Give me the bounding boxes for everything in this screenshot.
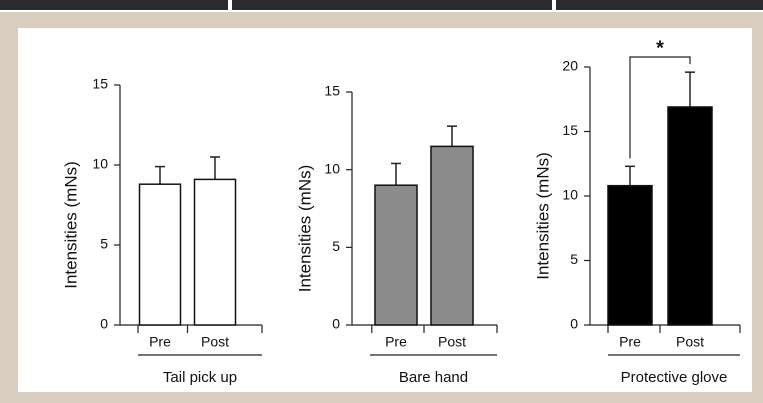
x-tick-label: Post [438,334,466,350]
y-tick-label: 0 [570,316,578,332]
bar [375,185,417,325]
group-label: Tail pick up [163,369,237,386]
group-label: Protective glove [621,369,728,386]
significance-marker: * [656,37,664,59]
y-axis-label: Intensities (mNs) [61,161,80,289]
photo-strip [0,0,763,10]
x-tick-label: Post [201,334,229,350]
y-tick-label: 5 [570,251,578,267]
bar [608,186,652,325]
photo-gap [552,0,556,10]
photo-gap [228,0,232,10]
bar [195,179,236,325]
y-tick-label: 10 [92,156,108,172]
y-axis-label: Intensities (mNs) [533,152,552,280]
y-tick-label: 20 [562,58,578,74]
y-tick-label: 10 [324,160,340,176]
x-tick-label: Pre [619,334,641,350]
y-axis-label: Intensities (mNs) [295,165,314,293]
figure: 0 5 10 15 Intensities (mNs) Pre Post Tail pick … [0,0,763,403]
y-tick-label: 5 [332,238,340,254]
group-label: Bare hand [399,369,468,386]
y-tick-label: 15 [324,83,340,99]
y-tick-label: 10 [562,187,578,203]
y-tick-label: 15 [562,122,578,138]
y-tick-label: 5 [100,236,108,252]
y-tick-label: 0 [100,316,108,332]
y-tick-label: 0 [332,316,340,332]
x-tick-label: Post [676,334,704,350]
bar [431,146,473,325]
x-tick-label: Pre [385,334,407,350]
bar [140,184,181,325]
y-tick-label: 15 [92,76,108,92]
page: {"chart_data": [ {"type": "bar", "ylabel… [0,0,763,403]
x-tick-label: Pre [149,334,171,350]
bar [668,107,712,325]
